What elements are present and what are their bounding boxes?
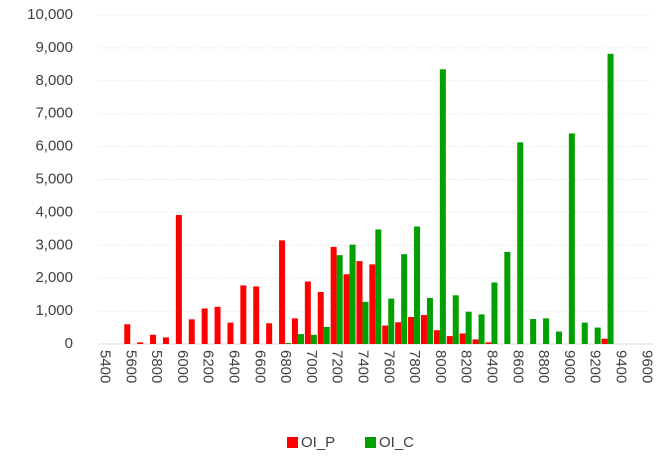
bar — [266, 323, 273, 344]
legend-label: OI_C — [379, 434, 414, 451]
bar — [137, 342, 144, 344]
y-tick-label: 7,000 — [35, 105, 73, 122]
bar — [555, 331, 562, 344]
legend-swatch — [365, 437, 376, 448]
bar — [188, 319, 195, 344]
bar — [601, 338, 608, 344]
y-tick-label: 2,000 — [35, 269, 73, 286]
x-tick-label: 7800 — [406, 350, 423, 383]
x-tick-label: 6000 — [174, 350, 191, 383]
bar — [517, 142, 524, 344]
bar — [349, 244, 356, 344]
x-tick-label: 8800 — [535, 350, 552, 383]
y-tick-label: 4,000 — [35, 203, 73, 220]
x-tick-label: 7400 — [354, 350, 371, 383]
bar — [336, 255, 343, 344]
x-tick-label: 8400 — [483, 350, 500, 383]
x-tick-label: 6400 — [225, 350, 242, 383]
bar — [420, 315, 427, 344]
x-tick-label: 9000 — [561, 350, 578, 383]
y-tick-label: 6,000 — [35, 138, 73, 155]
x-tick-label: 5800 — [148, 350, 165, 383]
x-tick-label: 7000 — [303, 350, 320, 383]
bar — [530, 318, 537, 344]
bar — [543, 318, 550, 344]
bar — [310, 334, 317, 344]
bar — [491, 282, 498, 344]
bar — [214, 306, 221, 344]
x-tick-label: 6200 — [200, 350, 217, 383]
bar — [478, 314, 485, 344]
bar — [201, 308, 208, 344]
bar — [175, 215, 182, 344]
y-tick-label: 5,000 — [35, 170, 73, 187]
bar — [607, 53, 614, 345]
bar — [330, 246, 337, 344]
bar — [356, 261, 363, 344]
bar — [227, 322, 234, 344]
bar — [472, 339, 479, 344]
bar — [240, 285, 247, 344]
bar — [297, 334, 304, 344]
bar — [291, 318, 298, 344]
bar — [465, 311, 472, 344]
legend-label: OI_P — [301, 434, 335, 451]
bar — [452, 295, 459, 344]
bar — [317, 292, 324, 344]
bar — [150, 334, 157, 344]
x-tick-label: 8600 — [509, 350, 526, 383]
bar — [594, 327, 601, 344]
y-tick-label: 8,000 — [35, 72, 73, 89]
y-tick-label: 3,000 — [35, 236, 73, 253]
bar — [568, 133, 575, 344]
x-tick-label: 5600 — [122, 350, 139, 383]
bar — [304, 281, 311, 344]
bar — [375, 229, 382, 344]
x-tick-label: 7600 — [380, 350, 397, 383]
y-tick-label: 1,000 — [35, 302, 73, 319]
bar — [369, 264, 376, 344]
bar — [401, 254, 408, 344]
y-tick-label: 0 — [65, 335, 73, 352]
bar — [395, 322, 402, 344]
bar — [343, 274, 350, 344]
bar — [124, 324, 131, 344]
x-tick-label: 5400 — [96, 350, 113, 383]
bar — [504, 251, 511, 344]
bar — [414, 226, 421, 344]
bar — [362, 301, 369, 344]
x-tick-label: 6800 — [277, 350, 294, 383]
y-tick-label: 10,000 — [27, 6, 73, 23]
bar — [459, 333, 466, 344]
x-tick-label: 9400 — [612, 350, 629, 383]
bar — [581, 322, 588, 344]
bar — [426, 297, 433, 344]
legend-swatch — [287, 437, 298, 448]
x-tick-label: 7200 — [329, 350, 346, 383]
x-tick-label: 6600 — [251, 350, 268, 383]
x-tick-label: 8200 — [458, 350, 475, 383]
x-tick-label: 9200 — [587, 350, 604, 383]
bar — [433, 330, 440, 344]
bar — [382, 325, 389, 344]
bar — [253, 286, 260, 344]
x-tick-label: 9600 — [638, 350, 655, 383]
bar — [323, 326, 330, 344]
bar — [162, 337, 169, 344]
y-tick-label: 9,000 — [35, 39, 73, 56]
x-tick-label: 8000 — [432, 350, 449, 383]
bar — [408, 317, 415, 344]
bar — [388, 298, 395, 344]
bar — [279, 240, 286, 344]
bar — [439, 69, 446, 344]
bar — [446, 336, 453, 344]
bar — [485, 342, 492, 344]
bar — [285, 343, 292, 344]
